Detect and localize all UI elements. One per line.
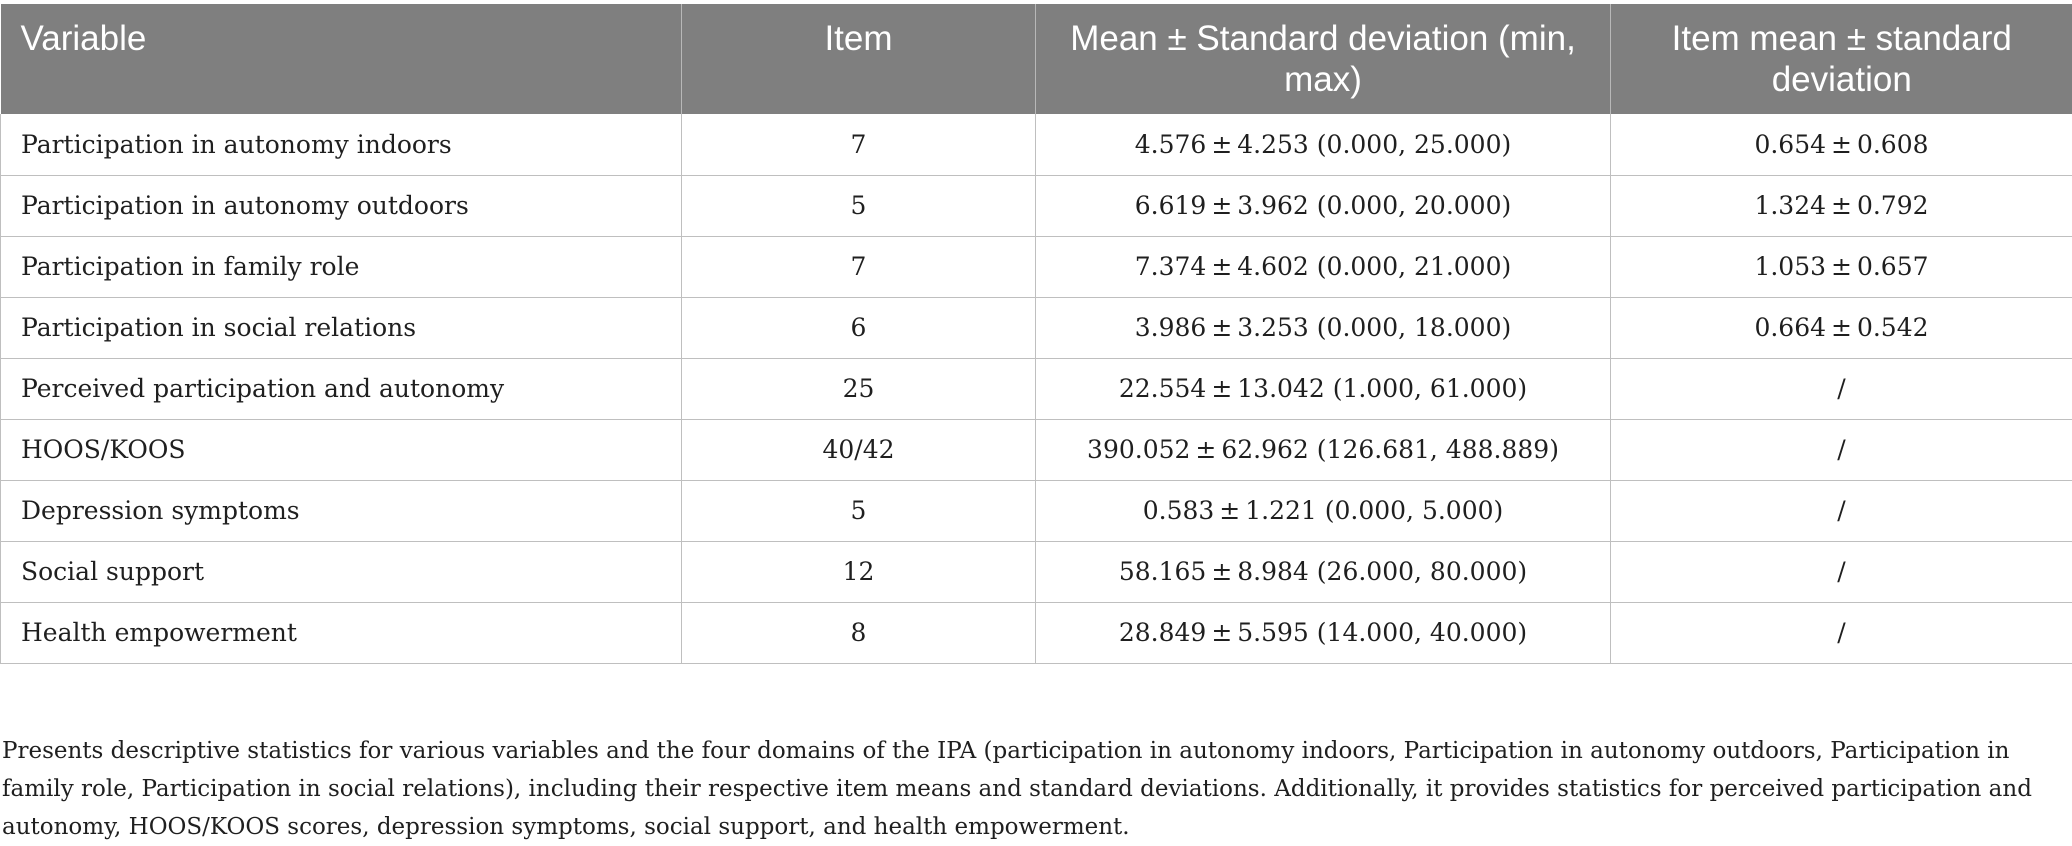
table-row: Participation in social relations 6 3.98…	[1, 297, 2072, 358]
cell-item-mean-sd: 0.664 ± 0.542	[1611, 297, 2072, 358]
cell-variable: Participation in autonomy indoors	[1, 114, 682, 175]
cell-item-mean-sd: /	[1611, 541, 2072, 602]
header-item-mean-sd: Item mean ± standard deviation	[1611, 4, 2072, 114]
cell-mean-sd: 28.849 ± 5.595 (14.000, 40.000)	[1036, 602, 1611, 663]
cell-mean-sd: 390.052 ± 62.962 (126.681, 488.889)	[1036, 419, 1611, 480]
table-row: Depression symptoms 5 0.583 ± 1.221 (0.0…	[1, 480, 2072, 541]
cell-variable: Social support	[1, 541, 682, 602]
cell-variable: Participation in family role	[1, 236, 682, 297]
cell-item: 5	[682, 175, 1036, 236]
statistics-table-container: Variable Item Mean ± Standard deviation …	[0, 4, 2072, 664]
header-mean-sd: Mean ± Standard deviation (min, max)	[1036, 4, 1611, 114]
cell-item: 7	[682, 114, 1036, 175]
table-row: HOOS/KOOS 40/42 390.052 ± 62.962 (126.68…	[1, 419, 2072, 480]
cell-mean-sd: 22.554 ± 13.042 (1.000, 61.000)	[1036, 358, 1611, 419]
cell-variable: HOOS/KOOS	[1, 419, 682, 480]
table-header: Variable Item Mean ± Standard deviation …	[1, 4, 2072, 114]
cell-item: 7	[682, 236, 1036, 297]
table-footnote: Presents descriptive statistics for vari…	[2, 732, 2052, 846]
table-row: Social support 12 58.165 ± 8.984 (26.000…	[1, 541, 2072, 602]
descriptive-statistics-table: Variable Item Mean ± Standard deviation …	[0, 4, 2072, 664]
cell-item-mean-sd: 1.324 ± 0.792	[1611, 175, 2072, 236]
cell-mean-sd: 3.986 ± 3.253 (0.000, 18.000)	[1036, 297, 1611, 358]
cell-item: 5	[682, 480, 1036, 541]
cell-item-mean-sd: /	[1611, 602, 2072, 663]
cell-item: 6	[682, 297, 1036, 358]
table-row: Participation in autonomy indoors 7 4.57…	[1, 114, 2072, 175]
cell-variable: Depression symptoms	[1, 480, 682, 541]
table-row: Perceived participation and autonomy 25 …	[1, 358, 2072, 419]
table-body: Participation in autonomy indoors 7 4.57…	[1, 114, 2072, 663]
cell-mean-sd: 58.165 ± 8.984 (26.000, 80.000)	[1036, 541, 1611, 602]
cell-variable: Participation in autonomy outdoors	[1, 175, 682, 236]
cell-variable: Health empowerment	[1, 602, 682, 663]
cell-item-mean-sd: 0.654 ± 0.608	[1611, 114, 2072, 175]
cell-mean-sd: 6.619 ± 3.962 (0.000, 20.000)	[1036, 175, 1611, 236]
cell-variable: Participation in social relations	[1, 297, 682, 358]
header-row: Variable Item Mean ± Standard deviation …	[1, 4, 2072, 114]
cell-variable: Perceived participation and autonomy	[1, 358, 682, 419]
cell-mean-sd: 0.583 ± 1.221 (0.000, 5.000)	[1036, 480, 1611, 541]
cell-mean-sd: 4.576 ± 4.253 (0.000, 25.000)	[1036, 114, 1611, 175]
table-row: Health empowerment 8 28.849 ± 5.595 (14.…	[1, 602, 2072, 663]
cell-item: 8	[682, 602, 1036, 663]
cell-mean-sd: 7.374 ± 4.602 (0.000, 21.000)	[1036, 236, 1611, 297]
cell-item-mean-sd: /	[1611, 358, 2072, 419]
header-variable: Variable	[1, 4, 682, 114]
cell-item: 25	[682, 358, 1036, 419]
header-item: Item	[682, 4, 1036, 114]
cell-item: 40/42	[682, 419, 1036, 480]
cell-item-mean-sd: 1.053 ± 0.657	[1611, 236, 2072, 297]
cell-item-mean-sd: /	[1611, 419, 2072, 480]
cell-item-mean-sd: /	[1611, 480, 2072, 541]
cell-item: 12	[682, 541, 1036, 602]
table-row: Participation in autonomy outdoors 5 6.6…	[1, 175, 2072, 236]
table-row: Participation in family role 7 7.374 ± 4…	[1, 236, 2072, 297]
